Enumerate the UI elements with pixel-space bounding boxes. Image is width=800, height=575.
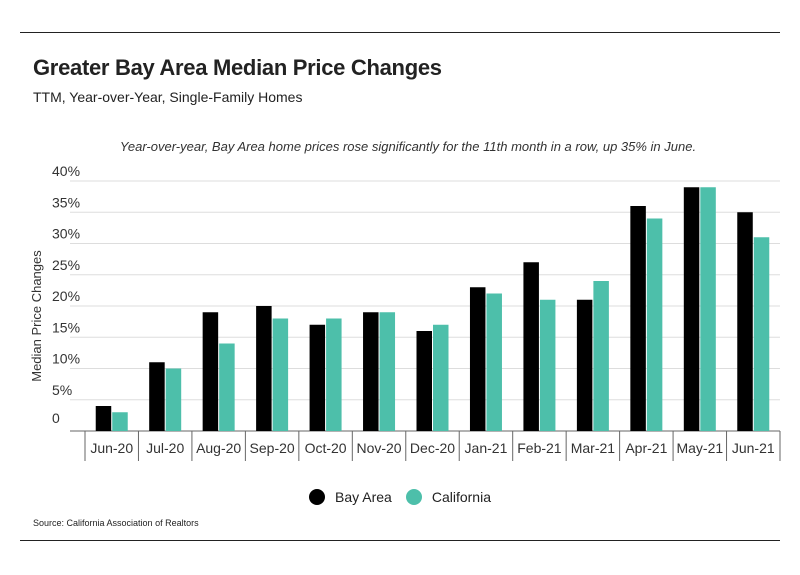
y-tick-label: 10% — [52, 351, 80, 367]
x-tick-label: Apr-21 — [625, 440, 667, 456]
bar-bay-area-feb-21 — [523, 262, 539, 431]
x-tick-label: Mar-21 — [571, 440, 616, 456]
bar-bay-area-aug-20 — [202, 312, 219, 431]
bar-bay-area-jan-21 — [469, 287, 486, 431]
bar-bay-area-jun-21 — [737, 212, 753, 431]
x-tick-label: Jan-21 — [465, 440, 508, 456]
legend: Bay Area California — [0, 489, 800, 505]
bar-bay-area-nov-20 — [363, 312, 379, 431]
bar-bay-area-mar-21 — [576, 299, 593, 431]
legend-item-california: California — [405, 489, 491, 505]
y-tick-label: 5% — [52, 382, 72, 398]
legend-swatch-bay-area — [309, 489, 326, 505]
x-tick-label: Feb-21 — [517, 440, 562, 456]
bar-california-jan-21 — [486, 293, 502, 431]
bar-california-mar-21 — [593, 281, 609, 431]
bar-california-jul-20 — [165, 368, 182, 431]
bar-bay-area-oct-20 — [309, 324, 326, 431]
bar-bay-area-apr-21 — [630, 206, 646, 431]
bar-california-feb-21 — [539, 299, 556, 431]
bar-bay-area-dec-20 — [416, 331, 432, 431]
bar-california-nov-20 — [379, 312, 396, 431]
y-tick-label: 30% — [52, 226, 80, 242]
bar-california-oct-20 — [326, 318, 342, 431]
x-tick-label: Aug-20 — [196, 440, 241, 456]
source-note: Source: California Association of Realto… — [33, 518, 199, 528]
x-tick-label: Jul-20 — [146, 440, 184, 456]
x-tick-label: Dec-20 — [410, 440, 455, 456]
x-tick-label: Sep-20 — [250, 440, 295, 456]
bar-california-aug-20 — [219, 343, 235, 431]
x-tick-label: Jun-20 — [90, 440, 133, 456]
bottom-rule — [20, 540, 780, 541]
chart-title: Greater Bay Area Median Price Changes — [33, 55, 442, 80]
chart-annotation: Year-over-year, Bay Area home prices ros… — [120, 139, 696, 154]
y-tick-label: 0 — [52, 410, 60, 426]
legend-item-bay-area: Bay Area — [309, 489, 392, 505]
bar-california-dec-20 — [433, 324, 449, 431]
y-tick-label: 25% — [52, 257, 80, 273]
top-rule — [20, 32, 780, 33]
x-tick-label: Jun-21 — [732, 440, 775, 456]
bar-bay-area-sep-20 — [256, 306, 272, 431]
y-tick-label: 40% — [52, 163, 80, 179]
legend-swatch-california — [405, 489, 422, 505]
chart-subtitle: TTM, Year-over-Year, Single-Family Homes — [33, 89, 303, 105]
x-tick-label: Oct-20 — [305, 440, 347, 456]
y-tick-label: 35% — [52, 194, 80, 210]
y-axis-label: Median Price Changes — [29, 250, 44, 382]
bar-bay-area-jun-20 — [95, 406, 112, 431]
y-tick-label: 15% — [52, 319, 80, 335]
bar-california-sep-20 — [272, 318, 289, 431]
legend-label-bay-area: Bay Area — [335, 489, 392, 505]
bar-bay-area-may-21 — [683, 187, 700, 431]
y-tick-label: 20% — [52, 288, 80, 304]
bar-bay-area-jul-20 — [149, 362, 165, 431]
x-tick-label: May-21 — [676, 440, 723, 456]
legend-label-california: California — [431, 489, 491, 505]
bar-california-jun-21 — [753, 237, 770, 431]
bar-california-apr-21 — [646, 218, 663, 431]
x-tick-label: Nov-20 — [356, 440, 401, 456]
bar-california-jun-20 — [112, 412, 128, 431]
bar-california-may-21 — [700, 187, 716, 431]
